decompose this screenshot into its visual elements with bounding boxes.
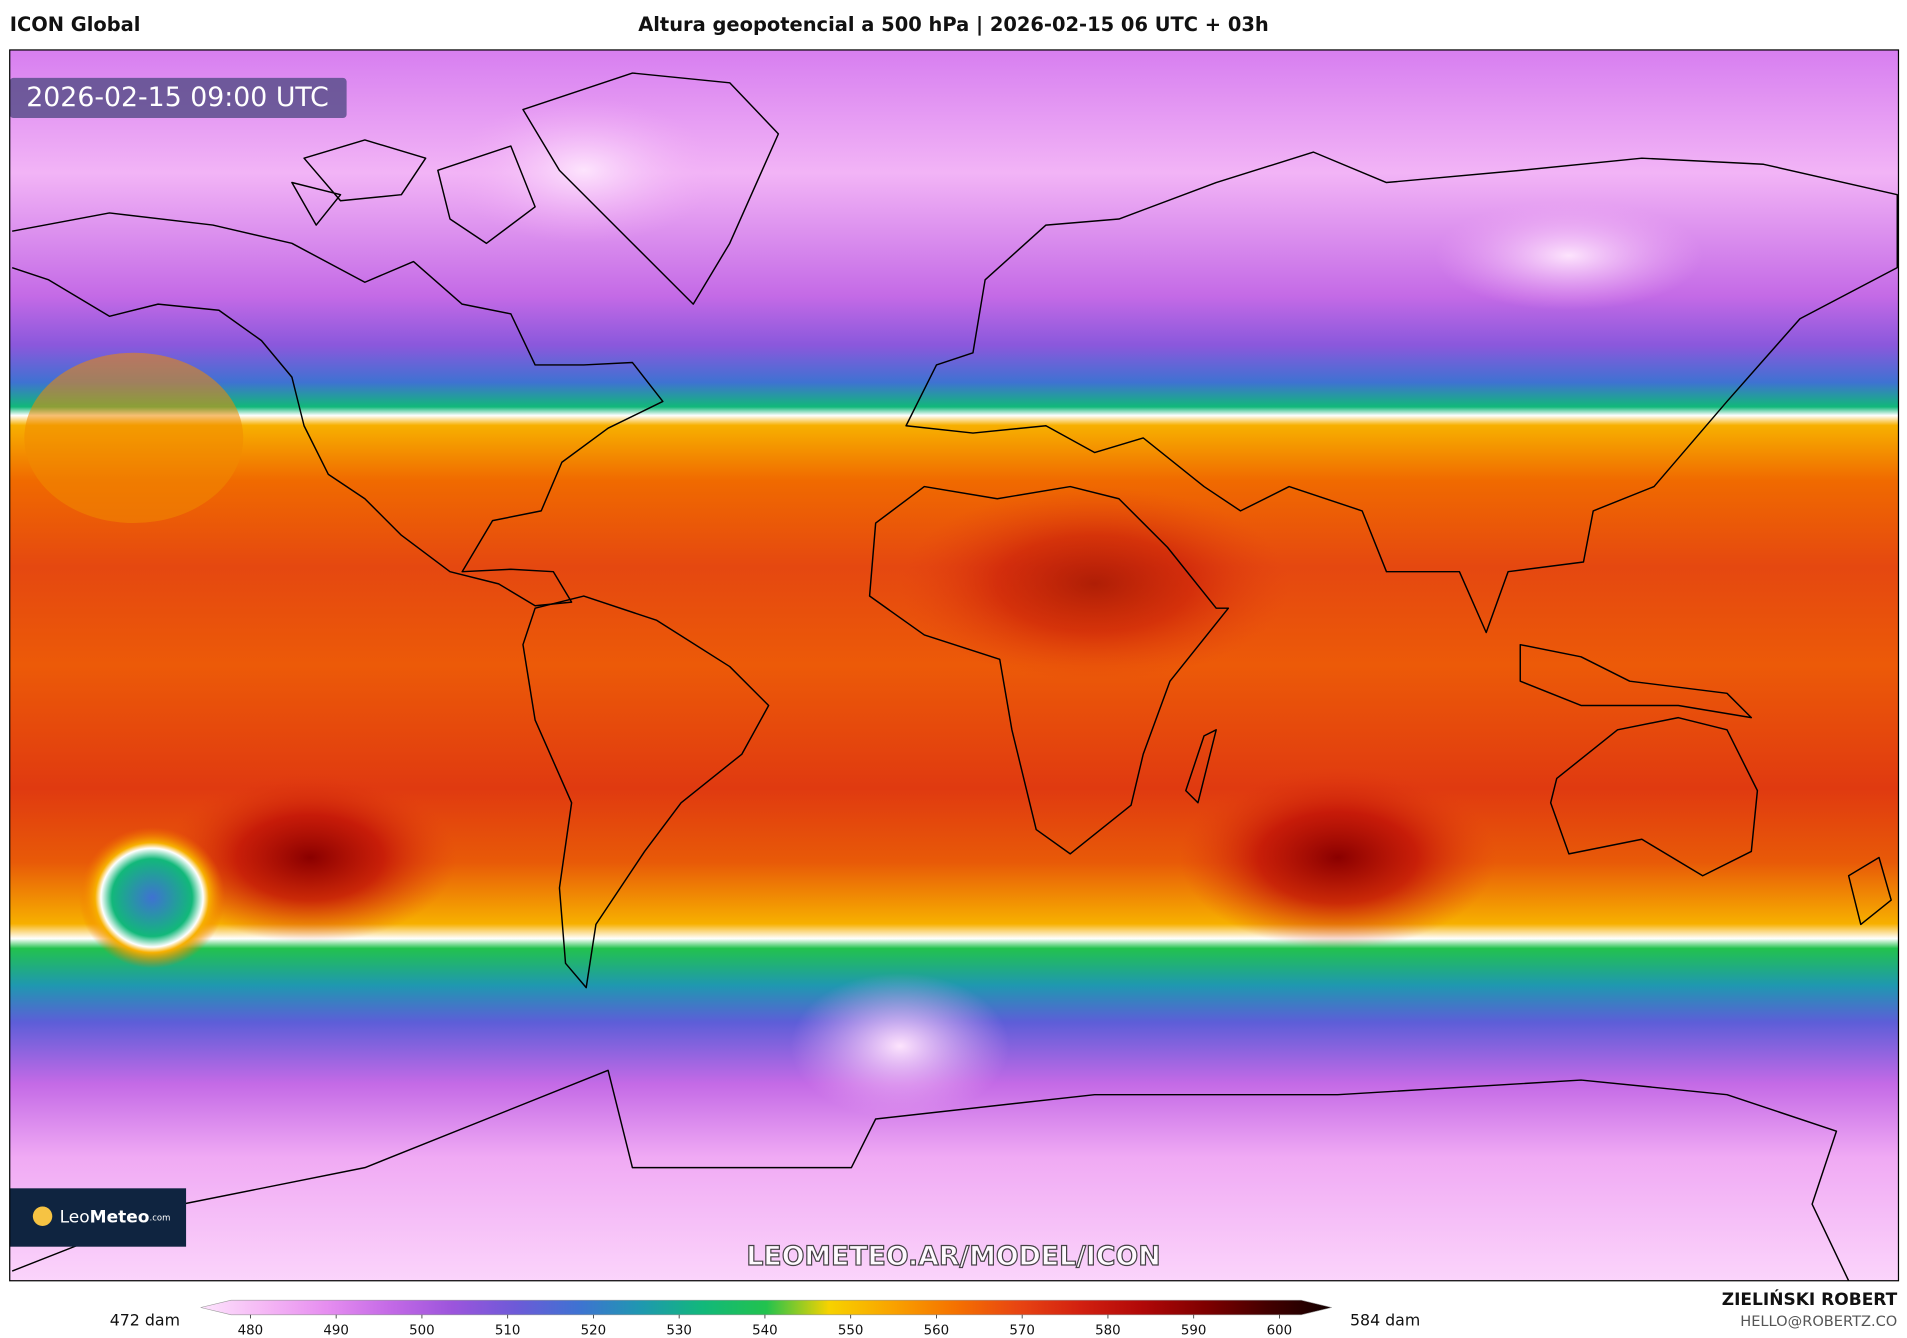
colorbar: 472 dam 584 dam 480 490 500 510 520 530 540 550… [110, 1299, 1420, 1338]
colorbar-tick-label: 520 [581, 1324, 607, 1338]
colorbar-tick-label: 540 [752, 1324, 778, 1338]
colorbar-tick-label: 480 [238, 1324, 264, 1338]
author: ZIELIŃSKI ROBERT [1722, 1288, 1898, 1310]
low-center [1435, 200, 1703, 311]
map: 2026-02-15 09:00 UTC LeoMeteo.com LEOMET… [9, 49, 1899, 1281]
logo: LeoMeteo.com [60, 1208, 171, 1228]
colorbar-tick-label: 500 [409, 1324, 435, 1338]
colorbar-tick-label: 580 [1095, 1324, 1121, 1338]
arctic-islands [291, 139, 536, 245]
greenland [522, 72, 780, 305]
map-title: Altura geopotencial a 500 hPa | 2026-02-… [638, 13, 1269, 36]
min-label: 472 dam [110, 1310, 180, 1329]
valid-time: 2026-02-15 09:00 UTC [26, 82, 329, 113]
madagascar [1185, 729, 1217, 804]
colorbar-tick-label: 490 [323, 1324, 349, 1338]
low-center [449, 97, 718, 244]
africa [868, 485, 1230, 855]
time-badge [9, 77, 347, 119]
colorbar-tick-label: 560 [924, 1324, 950, 1338]
colorbar-tick-label: 590 [1181, 1324, 1207, 1338]
cutoff-low [79, 827, 225, 969]
colorbar-tick-label: 530 [666, 1324, 692, 1338]
email: HELLO@ROBERTZ.CO [1740, 1313, 1897, 1330]
eurasia [905, 151, 1899, 634]
watermark: LEOMETEO.AR/MODEL/ICON [746, 1241, 1160, 1272]
ridge [24, 352, 244, 524]
australia [1549, 716, 1759, 877]
north-america [11, 212, 664, 607]
model-name: ICON Global [10, 13, 141, 36]
low-center [790, 973, 1010, 1119]
new-zealand [1847, 856, 1892, 926]
high-center [164, 772, 457, 943]
colorbar-tick-label: 570 [1009, 1324, 1035, 1338]
antarctica [11, 1069, 1850, 1281]
colorbar-bar [200, 1299, 1332, 1316]
logo-part: Leo [60, 1208, 90, 1228]
logo-part: .com [150, 1213, 171, 1223]
logo-part: Meteo [90, 1208, 150, 1228]
high-center [1179, 766, 1496, 949]
logo-sun [32, 1206, 53, 1227]
coastlines [11, 72, 1899, 1281]
map-frame [9, 49, 1900, 1282]
south-america [522, 595, 770, 989]
colorbar-tick-label: 510 [495, 1324, 521, 1338]
max-label: 584 dam [1350, 1310, 1420, 1329]
colorbar-tick-label: 600 [1267, 1324, 1293, 1338]
maritime-asia [1519, 643, 1753, 719]
colorbar-tick-label: 550 [838, 1324, 864, 1338]
high-area [899, 486, 1290, 682]
